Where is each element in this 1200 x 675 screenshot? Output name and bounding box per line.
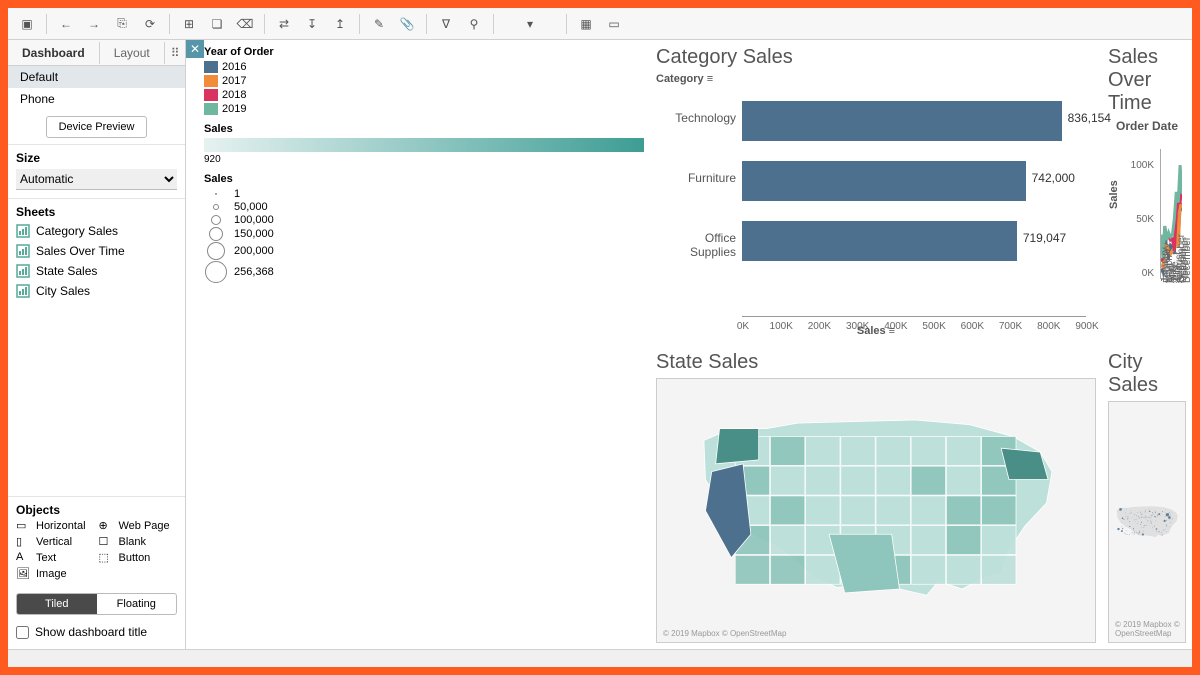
fit-dropdown[interactable]: ▾ — [500, 11, 560, 37]
dashboard-canvas: ✕ Category Sales Category ≡ Technology83… — [186, 40, 1192, 649]
tab-dashboard[interactable]: Dashboard — [8, 42, 100, 64]
sort-desc-icon[interactable]: ↥ — [327, 11, 353, 37]
sheet-item[interactable]: Category Sales — [8, 221, 185, 241]
highlight-icon[interactable]: ✎ — [366, 11, 392, 37]
save-icon[interactable]: ⎘ — [109, 11, 135, 37]
sales-gradient-legend — [204, 138, 644, 152]
worksheet-icon — [16, 224, 30, 238]
sort-asc-icon[interactable]: ↧ — [299, 11, 325, 37]
panel-city-sales[interactable]: City Sales United States © 2019 Mapbox ©… — [1108, 351, 1186, 644]
show-title-checkbox[interactable] — [16, 626, 29, 639]
bar[interactable] — [742, 221, 1017, 261]
clear-sheet-icon[interactable]: ⌫ — [232, 11, 258, 37]
filter-icon[interactable]: ∇ — [433, 11, 459, 37]
worksheet-icon — [16, 264, 30, 278]
state-sales-title: State Sales — [656, 351, 1096, 374]
sheet-item[interactable]: City Sales — [8, 281, 185, 301]
object-blank[interactable]: ☐Blank — [99, 535, 178, 549]
presentation-icon[interactable]: ▭ — [601, 11, 627, 37]
panel-menu-icon[interactable]: ⠿ — [165, 46, 186, 60]
sort-icon: ≡ — [707, 73, 713, 85]
legend-size: 200,000 — [204, 242, 644, 260]
city-sales-map[interactable]: United States — [1109, 402, 1185, 643]
main-toolbar: ▣ ← → ⎘ ⟳ ⊞ ❏ ⌫ ⇄ ↧ ↥ ✎ 📎 ∇ ⚲ ▾ ▦ ▭ — [8, 8, 1192, 40]
dashboard-side-panel: Dashboard Layout ⠿ Default Phone Device … — [8, 40, 186, 649]
tab-layout[interactable]: Layout — [100, 42, 165, 64]
legend-size: 1 — [204, 188, 644, 200]
device-default[interactable]: Default — [8, 66, 185, 88]
worksheet-icon — [16, 244, 30, 258]
app-window: ▣ ← → ⎘ ⟳ ⊞ ❏ ⌫ ⇄ ↧ ↥ ✎ 📎 ∇ ⚲ ▾ ▦ ▭ Dash… — [8, 8, 1192, 667]
revert-icon[interactable]: ⟳ — [137, 11, 163, 37]
category-sales-title: Category Sales — [656, 46, 1096, 69]
bar[interactable] — [742, 161, 1026, 201]
object-button[interactable]: ⬚Button — [99, 551, 178, 565]
city-sales-title: City Sales — [1108, 351, 1186, 397]
legend-size: 100,000 — [204, 214, 644, 226]
object-vertical[interactable]: ▯Vertical — [16, 535, 95, 549]
legend-year-2018[interactable]: 2018 — [204, 89, 644, 101]
device-preview-button[interactable]: Device Preview — [46, 116, 148, 138]
sheet-tabs-bar[interactable] — [8, 649, 1192, 667]
size-heading: Size — [8, 144, 185, 167]
legend-column: Year of Order 2016201720182019 Sales 920… — [204, 46, 644, 643]
panel-sales-over-time[interactable]: Sales Over Time Order Date Sales 0K50K10… — [1108, 46, 1186, 339]
sheet-item[interactable]: State Sales — [8, 261, 185, 281]
floating-toggle[interactable]: Floating — [97, 594, 177, 614]
state-sales-map[interactable] — [657, 379, 1095, 643]
object-web-page[interactable]: ⊕Web Page — [99, 519, 178, 533]
legend-size: 150,000 — [204, 227, 644, 241]
sales-over-time-title: Sales Over Time — [1108, 46, 1186, 115]
swap-icon[interactable]: ⇄ — [271, 11, 297, 37]
size-select[interactable]: Automatic — [16, 169, 177, 190]
show-me-icon[interactable]: ▦ — [573, 11, 599, 37]
object-horizontal[interactable]: ▭Horizontal — [16, 519, 95, 533]
panel-state-sales[interactable]: State Sales © 2019 Mapbox © OpenStreetMa… — [656, 351, 1096, 644]
duplicate-sheet-icon[interactable]: ❏ — [204, 11, 230, 37]
legend-size: 256,368 — [204, 261, 644, 283]
tiled-toggle[interactable]: Tiled — [17, 594, 97, 614]
worksheet-icon — [16, 284, 30, 298]
logo-icon[interactable]: ▣ — [14, 11, 40, 37]
legend-year-2016[interactable]: 2016 — [204, 61, 644, 73]
sheets-heading: Sheets — [8, 198, 185, 221]
new-worksheet-icon[interactable]: ⊞ — [176, 11, 202, 37]
forward-icon[interactable]: → — [81, 11, 107, 37]
back-icon[interactable]: ← — [53, 11, 79, 37]
legend-year-2019[interactable]: 2019 — [204, 103, 644, 115]
pin-icon[interactable]: ⚲ — [461, 11, 487, 37]
show-title-label: Show dashboard title — [35, 625, 147, 639]
legend-size: 50,000 — [204, 201, 644, 213]
attach-icon[interactable]: 📎 — [394, 11, 420, 37]
object-text[interactable]: AText — [16, 551, 95, 565]
device-phone[interactable]: Phone — [8, 88, 185, 110]
sheet-item[interactable]: Sales Over Time — [8, 241, 185, 261]
objects-heading: Objects — [8, 496, 185, 519]
object-image[interactable]: 🖼Image — [16, 567, 95, 581]
legend-year-2017[interactable]: 2017 — [204, 75, 644, 87]
bar[interactable] — [742, 101, 1062, 141]
panel-category-sales[interactable]: Category Sales Category ≡ Technology836,… — [656, 46, 1096, 339]
